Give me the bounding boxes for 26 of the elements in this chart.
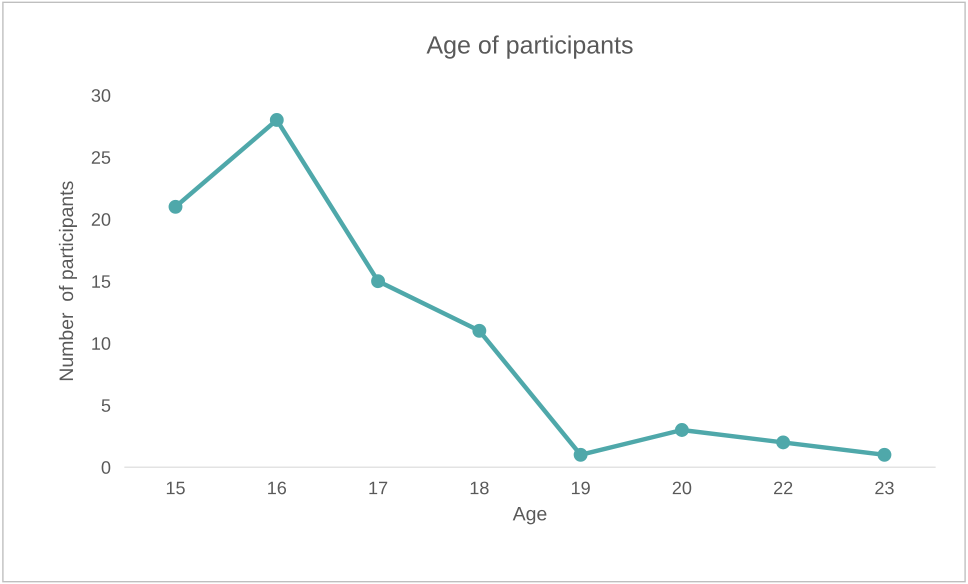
- y-axis-title: Number of participants: [58, 181, 78, 380]
- x-tick-label: 16: [268, 482, 286, 494]
- y-tick-label: 10: [92, 337, 110, 350]
- y-tick-label: 5: [102, 399, 110, 412]
- point: [472, 324, 486, 338]
- y-tick-label: 15: [92, 275, 110, 288]
- point: [270, 113, 284, 127]
- point: [371, 274, 386, 288]
- x-tick-label: 19: [572, 482, 590, 494]
- x-tick-label: 17: [369, 482, 388, 494]
- y-tick-label: 30: [92, 89, 110, 102]
- point: [168, 200, 182, 214]
- point: [574, 448, 588, 462]
- chart-title: Age of participants: [426, 35, 633, 59]
- point: [674, 423, 689, 437]
- y-tick-label: 20: [92, 213, 110, 226]
- x-tick-label: 22: [774, 482, 792, 494]
- x-tick-label: 20: [672, 482, 692, 494]
- x-tick-label: 15: [166, 482, 185, 494]
- y-tick-label: 25: [92, 151, 110, 164]
- x-axis-title: Age: [512, 506, 546, 524]
- point: [776, 435, 790, 450]
- y-tick-label: 0: [102, 461, 110, 474]
- x-tick-label: 23: [875, 482, 894, 494]
- x-tick-label: 18: [470, 482, 489, 494]
- point: [878, 448, 892, 462]
